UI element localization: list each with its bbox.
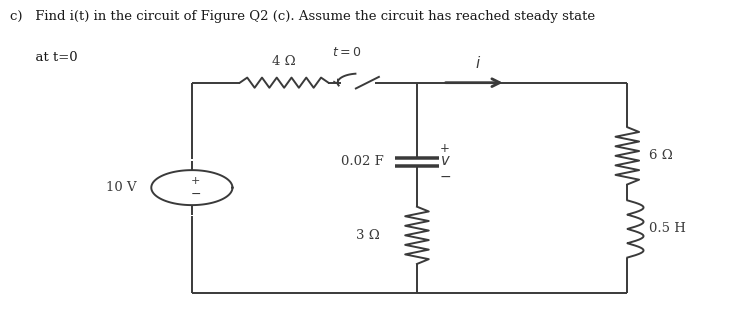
Text: c)   Find i(t) in the circuit of Figure Q2 (c). Assume the circuit has reached s: c) Find i(t) in the circuit of Figure Q2… <box>10 10 595 23</box>
Text: −: − <box>190 188 201 201</box>
Text: +: + <box>191 176 200 186</box>
Text: +: + <box>440 142 450 155</box>
Text: $i$: $i$ <box>475 55 481 71</box>
Text: 0.02 F: 0.02 F <box>341 155 384 168</box>
Text: 10 V: 10 V <box>106 181 137 194</box>
Text: $v$: $v$ <box>440 153 450 169</box>
Text: 3 Ω: 3 Ω <box>356 229 380 242</box>
Text: $t=0$: $t=0$ <box>332 46 362 59</box>
Text: −: − <box>439 169 451 183</box>
Text: 6 Ω: 6 Ω <box>649 149 673 162</box>
Text: 4 Ω: 4 Ω <box>272 55 296 68</box>
Text: at t=0: at t=0 <box>10 51 77 64</box>
Text: 0.5 H: 0.5 H <box>649 223 686 235</box>
